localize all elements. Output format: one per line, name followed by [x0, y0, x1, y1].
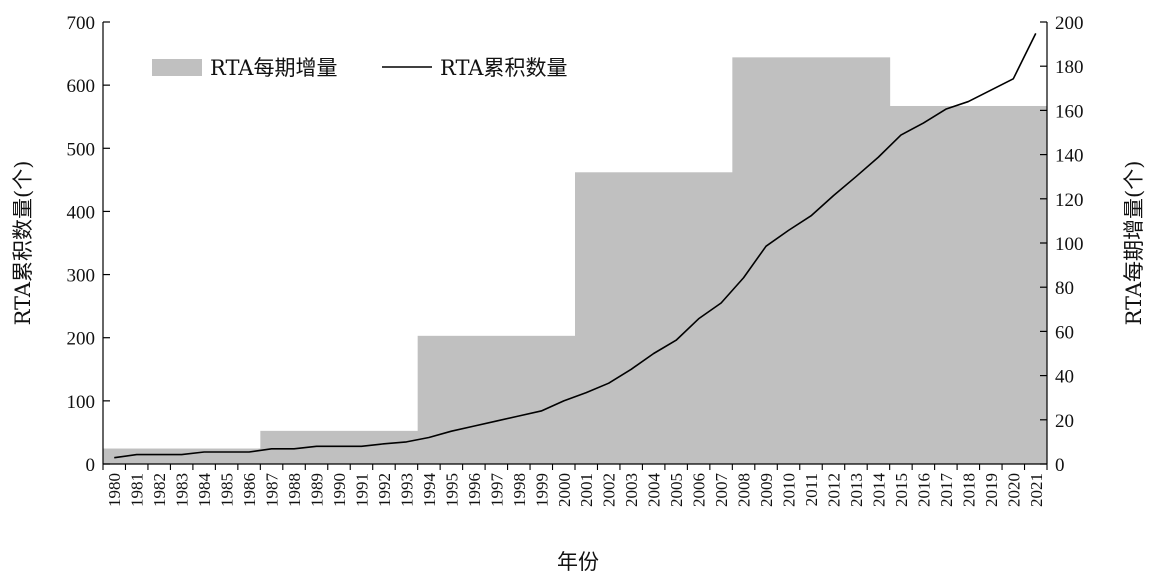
y-left-tick-label: 100	[67, 392, 96, 413]
x-tick-label: 1990	[330, 473, 349, 507]
y-right-tick-label: 100	[1055, 234, 1084, 255]
y-left-tick-label: 300	[67, 266, 96, 287]
y-left-tick-label: 400	[67, 202, 96, 223]
y-axis-title-left: RTA累积数量(个)	[11, 161, 35, 326]
x-tick-label: 1996	[465, 473, 484, 507]
x-tick-label: 1999	[532, 473, 551, 507]
legend-label-cumulative: RTA累积数量	[440, 56, 567, 80]
x-tick-label: 1980	[105, 473, 124, 507]
x-tick-label: 2004	[645, 473, 664, 508]
y-left-tick-label: 200	[67, 329, 96, 350]
y-right-tick-label: 140	[1055, 146, 1084, 167]
x-tick-label: 2008	[735, 473, 754, 507]
y-left-tick-label: 500	[67, 139, 96, 160]
x-tick-label: 2010	[780, 473, 799, 507]
x-tick-label: 1992	[375, 473, 394, 507]
y-right-tick-label: 20	[1055, 411, 1074, 432]
increment-bar-1994-2000	[417, 335, 576, 464]
y-right-tick-label: 60	[1055, 322, 1074, 343]
x-tick-label: 1991	[352, 473, 371, 507]
y-right-tick-label: 120	[1055, 190, 1084, 211]
x-tick-label: 1983	[173, 473, 192, 507]
legend-swatch-increment	[152, 59, 202, 76]
x-tick-label: 1994	[420, 473, 439, 508]
labels-layer: 0 100 200 300 400 500 600 700 0 20 40 60 80 100 120 140…	[67, 13, 1084, 507]
increment-bar-1987-1993	[260, 430, 419, 464]
x-tick-label: 1986	[240, 473, 259, 507]
cumulative-line	[114, 33, 1037, 459]
line-layer	[114, 33, 1037, 459]
x-tick-label: 2017	[937, 473, 956, 508]
y-axis-title-right: RTA每期增量(个)	[1122, 161, 1146, 326]
x-tick-label: 1982	[150, 473, 169, 507]
x-tick-label: 1995	[442, 473, 461, 507]
area-layer	[103, 57, 1048, 465]
y-left-tick-label: 600	[67, 76, 96, 97]
y-right-tick-label: 200	[1055, 13, 1084, 34]
x-tick-label: 2005	[667, 473, 686, 507]
x-tick-label: 2011	[802, 473, 821, 506]
x-tick-label: 1998	[510, 473, 529, 507]
y-right-tick-label: 180	[1055, 57, 1084, 78]
x-tick-label: 2012	[824, 473, 843, 507]
y-right-tick-label: 160	[1055, 101, 1084, 122]
x-tick-label: 1984	[195, 473, 214, 508]
x-tick-label: 1997	[487, 473, 506, 508]
x-tick-label: 2003	[622, 473, 641, 507]
x-tick-label: 2001	[577, 473, 596, 507]
x-tick-label: 2002	[600, 473, 619, 507]
x-tick-label: 2014	[869, 473, 888, 508]
x-tick-label: 2006	[690, 473, 709, 507]
x-axis-title: 年份	[557, 550, 599, 574]
increment-bar-2001-2007	[575, 172, 733, 464]
x-tick-label: 2020	[1004, 473, 1023, 507]
axes-layer	[102, 21, 1048, 470]
x-tick-label: 2000	[555, 473, 574, 507]
y-right-tick-label: 0	[1055, 455, 1065, 476]
x-tick-label: 1987	[263, 473, 282, 508]
increment-bar-2015-2021	[889, 105, 1048, 464]
x-tick-label: 1993	[397, 473, 416, 507]
x-tick-label: 1988	[285, 473, 304, 507]
x-tick-label: 1989	[308, 473, 327, 507]
x-tick-label: 1985	[218, 473, 237, 507]
x-tick-label: 2021	[1027, 473, 1046, 507]
x-tick-label: 2019	[982, 473, 1001, 507]
x-tick-label: 1981	[128, 473, 147, 507]
x-tick-label: 2007	[712, 473, 731, 508]
x-tick-label: 2013	[847, 473, 866, 507]
x-tick-label: 2018	[959, 473, 978, 507]
legend: RTA每期增量 RTA累积数量	[152, 56, 567, 80]
legend-label-increment: RTA每期增量	[210, 56, 337, 80]
y-left-tick-label: 700	[67, 13, 96, 34]
x-tick-label: 2009	[757, 473, 776, 507]
x-tick-label: 2016	[914, 473, 933, 507]
y-left-tick-label: 0	[86, 455, 96, 476]
increment-bar-2008-2014	[732, 57, 891, 465]
x-tick-label: 2015	[892, 473, 911, 507]
y-right-tick-label: 40	[1055, 367, 1074, 388]
y-right-tick-label: 80	[1055, 278, 1074, 299]
